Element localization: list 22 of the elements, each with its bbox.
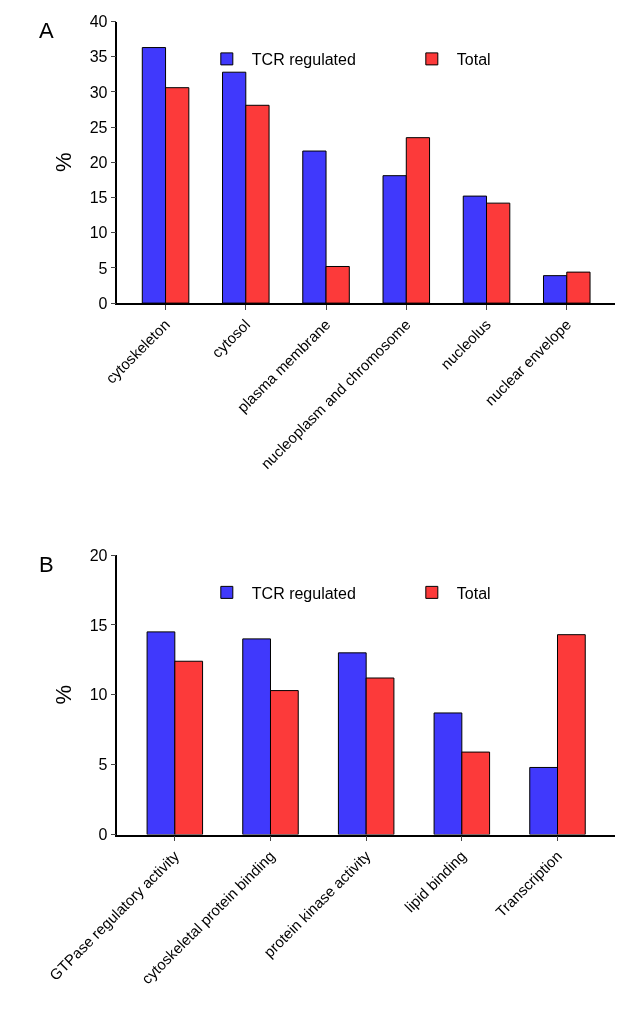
- legend-label: TCR regulated: [251, 584, 356, 602]
- y-tick-label: 10: [89, 224, 108, 242]
- y-tick-label: 5: [98, 259, 108, 277]
- y-tick-label: 20: [89, 546, 108, 564]
- y-tick-label: 40: [89, 13, 108, 31]
- legend-label: Total: [456, 51, 491, 69]
- text: A: [39, 18, 54, 43]
- y-tick-label: 5: [98, 756, 108, 774]
- y-tick-label: 25: [89, 118, 108, 136]
- y-axis-title: %: [50, 152, 76, 173]
- text: B: [39, 552, 54, 577]
- y-tick-label: 15: [89, 616, 108, 634]
- legend-label: Total: [456, 584, 491, 602]
- y-tick-label: 15: [89, 189, 108, 207]
- y-tick-label: 10: [89, 686, 108, 704]
- y-tick-label: 30: [89, 83, 108, 101]
- y-tick-label: 35: [89, 48, 108, 66]
- y-tick-label: 0: [98, 294, 108, 312]
- y-tick-label: 20: [89, 153, 108, 171]
- legend-label: TCR regulated: [251, 51, 356, 69]
- y-tick-label: 0: [98, 826, 108, 844]
- y-axis-title: %: [50, 685, 76, 705]
